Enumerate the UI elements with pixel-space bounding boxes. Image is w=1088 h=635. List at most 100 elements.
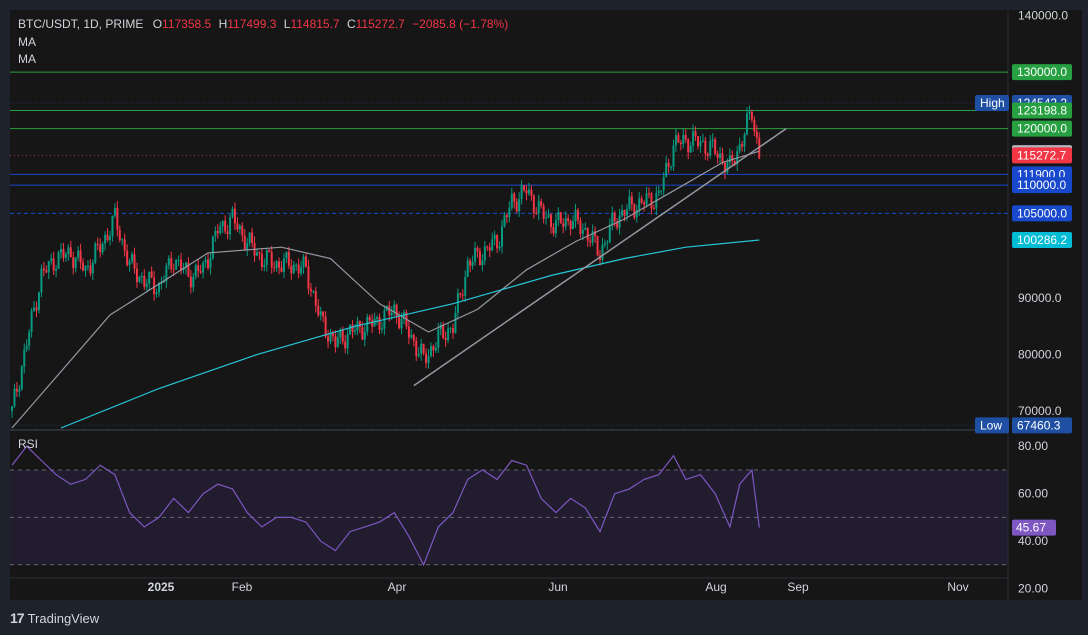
candle [373,312,376,327]
candle-body [454,312,457,333]
candle-body [133,254,136,269]
symbol-title[interactable]: BTC/USDT, 1D, PRIME [18,17,144,31]
candle-body [464,276,467,296]
candle-body [478,251,481,266]
candle [62,242,65,262]
candle-body [496,234,499,249]
price-tick-70000.0: 70000.0 [1018,404,1062,418]
price-label-110000.0: 110000.0 [1017,178,1066,192]
indicator-ma-2[interactable]: MA [18,52,36,66]
candle [153,270,156,301]
rsi-last-label: 45.67 [1016,521,1046,535]
candle [697,136,699,150]
candle-body [689,145,692,153]
candle [177,255,180,267]
candle [456,288,459,320]
candle-body [711,139,714,142]
candle [312,290,315,294]
candle [302,254,305,275]
candle [67,244,70,261]
candle [569,219,572,236]
candle-body [82,262,85,271]
candle-body [280,267,283,272]
candle [94,241,97,265]
candle-body [312,291,315,293]
candle [422,343,425,356]
candle-body [153,277,156,295]
candle [37,291,40,314]
candle-body [635,210,638,218]
candle [410,329,413,340]
candle [50,253,53,265]
candle-body [721,153,724,163]
candle-body [197,265,200,271]
candle [586,227,589,247]
candle-body [194,265,197,277]
candle [77,245,80,262]
candle [57,250,60,269]
candle [572,215,575,230]
candle-body [158,283,160,293]
candle [527,182,530,196]
candle-body [202,262,205,273]
candle-body [13,388,16,406]
candle-body [616,221,619,228]
candle-body [697,136,699,147]
candle [557,207,560,227]
candle [334,330,337,353]
candle [184,262,187,275]
candle-body [295,264,298,266]
indicator-ma-1[interactable]: MA [18,35,36,49]
candle [314,286,317,313]
candle [474,241,477,266]
candle [596,235,599,257]
candle-body [601,244,604,260]
candle [121,238,124,246]
candle [346,328,349,355]
candle [505,212,508,223]
candle [336,331,339,349]
candle-body [184,262,187,268]
candle-body [148,271,151,284]
candle [601,238,604,265]
candle-body [273,267,276,269]
candle-body [716,153,719,158]
candle [18,385,21,398]
low-tag-bg [975,417,1009,434]
candle [753,116,756,137]
candle-body [750,111,753,120]
candle-body [50,258,53,262]
candle-body [508,207,511,218]
candle [376,315,379,326]
candle-body [123,239,126,251]
candle-body [175,259,178,270]
candle-body [731,155,734,161]
candle-body [165,265,168,282]
candle-body [569,221,572,230]
price-label-bg-105000.0 [1012,205,1072,222]
candle [180,253,183,275]
candle-body [209,258,212,268]
candle [55,265,58,278]
candle-body [630,196,633,205]
candle-body [662,176,665,191]
candle [444,331,447,347]
candle [743,132,746,153]
candle [64,251,67,262]
candle [285,251,288,264]
candle-body [388,305,391,316]
candle [42,261,45,277]
candle [258,251,261,261]
low-label: L [283,17,291,31]
candle [486,245,489,251]
candle [109,230,111,246]
candle-body [241,225,244,236]
candle-body [297,264,300,274]
rsi-last-label-bg [1012,519,1056,536]
brand-footer[interactable]: 17 TradingView [10,607,99,629]
candle-body [572,221,575,230]
candle-body [677,135,680,143]
candle-body [579,220,582,234]
candle-body [459,293,462,295]
high-label: H [218,17,228,31]
